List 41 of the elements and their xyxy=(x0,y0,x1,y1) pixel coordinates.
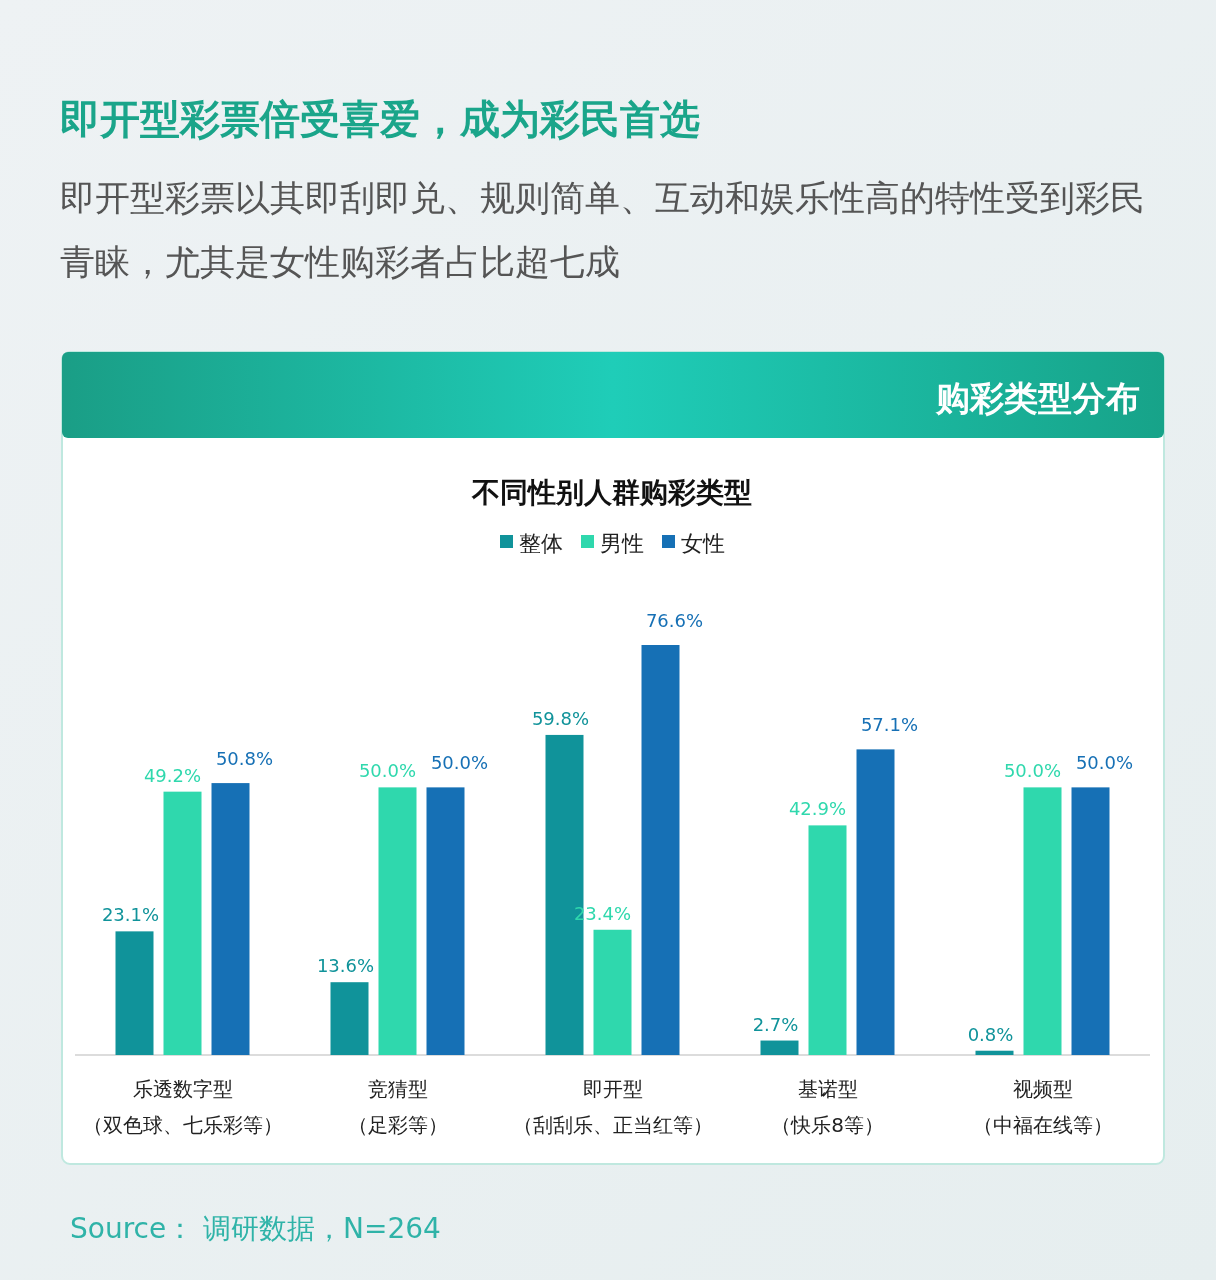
bar xyxy=(808,825,847,1055)
data-label: 50.0% xyxy=(358,760,417,782)
data-label: 59.8% xyxy=(531,707,590,729)
legend-label: 整体 xyxy=(519,531,563,556)
legend-label: 女性 xyxy=(681,531,725,556)
data-label: 76.6% xyxy=(645,610,704,631)
bar xyxy=(641,645,680,1055)
source-note: Source： 调研数据，N=264 xyxy=(70,1212,441,1245)
data-label: 50.8% xyxy=(215,748,274,770)
bar xyxy=(211,783,250,1055)
x-tick-label: 视频型（中福在线等） xyxy=(972,1077,1113,1137)
chart-title: 即开型彩票倍受喜爱，成为彩民首选 xyxy=(60,96,700,142)
data-label: 50.0% xyxy=(1003,760,1062,782)
bar xyxy=(1023,787,1062,1055)
data-label: 13.6% xyxy=(316,955,375,977)
bar xyxy=(856,749,895,1055)
bar xyxy=(760,1040,799,1055)
data-label: 42.9% xyxy=(788,798,847,820)
data-label: 23.1% xyxy=(101,904,160,926)
bar xyxy=(975,1050,1014,1055)
data-label: 49.2% xyxy=(143,764,202,786)
data-label: 57.1% xyxy=(860,714,919,736)
bar xyxy=(115,931,154,1055)
text: 不同性别人群购彩类型 xyxy=(471,476,752,509)
data-label: 0.8% xyxy=(967,1023,1014,1045)
legend-label: 男性 xyxy=(600,531,644,556)
chart-subtitle: 即开型彩票以其即刮即兑、规则简单、互动和娱乐性高的特性受到彩民青睐，尤其是女性购彩者占比超七成 xyxy=(60,178,1145,282)
bar xyxy=(1071,787,1110,1055)
bar xyxy=(163,791,202,1055)
x-tick-label: 乐透数字型（双色球、七乐彩等） xyxy=(82,1077,283,1137)
bar xyxy=(426,787,465,1055)
bar xyxy=(593,929,632,1055)
bar xyxy=(330,982,369,1055)
x-tick-label: 基诺型（快乐8等） xyxy=(771,1077,884,1137)
data-label: 50.0% xyxy=(1075,752,1134,774)
bar xyxy=(378,787,417,1055)
text: 购彩类型分布 xyxy=(935,378,1140,418)
data-label: 2.7% xyxy=(752,1013,799,1035)
x-tick-label: 即开型（刮刮乐、正当红等） xyxy=(512,1077,713,1137)
data-label: 50.0% xyxy=(430,752,489,774)
x-tick-label: 竞猜型（足彩等） xyxy=(347,1077,448,1137)
